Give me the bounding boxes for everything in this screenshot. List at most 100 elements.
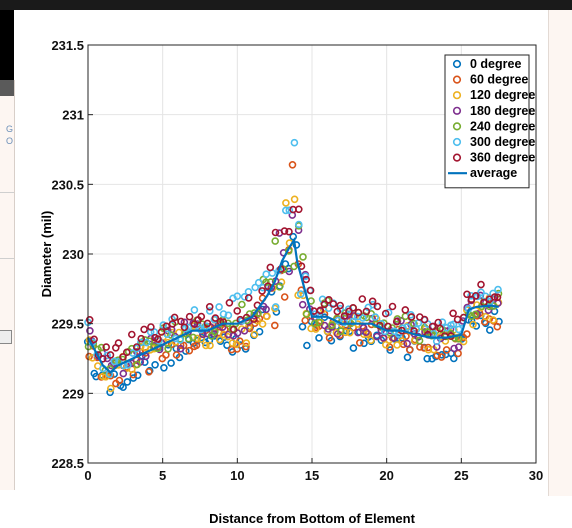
legend-entry: 300 degree xyxy=(470,135,535,149)
marker-60-degree xyxy=(493,322,502,331)
marker-180-degree xyxy=(176,344,185,353)
marker-300-degree xyxy=(494,285,502,294)
marker-360-degree xyxy=(294,205,303,214)
x-tick-label: 0 xyxy=(84,468,91,483)
marker-300-degree xyxy=(254,278,263,287)
marker-360-degree xyxy=(336,301,345,310)
marker-120-degree xyxy=(215,335,224,344)
x-axis-label: Distance from Bottom of Element xyxy=(209,511,416,526)
marker-300-degree xyxy=(146,328,155,336)
marker-360-degree xyxy=(381,309,390,318)
legend-marker xyxy=(452,137,462,147)
left-panel-divider xyxy=(0,192,14,193)
marker-180-degree xyxy=(86,326,94,335)
marker-360-degree xyxy=(190,320,199,329)
marker-0-degree xyxy=(106,388,114,397)
marker-360-degree xyxy=(106,351,115,359)
left-panel-button[interactable]: s xyxy=(0,330,12,344)
marker-360-degree xyxy=(177,317,185,326)
marker-0-degree xyxy=(133,371,142,380)
marker-0-degree xyxy=(167,359,175,367)
marker-360-degree xyxy=(401,306,410,314)
marker-240-degree xyxy=(262,278,270,287)
marker-0-degree xyxy=(423,354,432,363)
marker-360-degree xyxy=(471,291,480,300)
marker-360-degree xyxy=(140,325,148,334)
marker-120-degree xyxy=(469,320,477,329)
marker-360-degree xyxy=(285,227,293,236)
marker-120-degree xyxy=(258,320,267,328)
marker-120-degree xyxy=(242,339,251,347)
marker-300-degree xyxy=(281,206,290,215)
marker-0-degree xyxy=(160,363,168,372)
marker-180-degree xyxy=(240,326,249,335)
marker-300-degree xyxy=(206,307,214,315)
marker-300-degree xyxy=(215,303,223,311)
marker-60-degree xyxy=(463,330,471,338)
marker-120-degree xyxy=(99,372,107,381)
marker-360-degree xyxy=(388,302,397,311)
marker-240-degree xyxy=(328,321,336,330)
average-line xyxy=(87,237,499,374)
marker-360-degree xyxy=(302,275,311,284)
marker-60-degree xyxy=(437,353,446,361)
legend-marker xyxy=(452,122,462,131)
marker-360-degree xyxy=(407,313,416,321)
marker-120-degree xyxy=(228,339,237,347)
marker-240-degree xyxy=(290,262,298,271)
marker-120-degree xyxy=(263,312,271,321)
marker-240-degree xyxy=(299,253,307,261)
marker-120-degree xyxy=(393,341,401,349)
marker-360-degree xyxy=(354,308,363,317)
legend-entry: average xyxy=(470,166,517,180)
x-tick-label: 15 xyxy=(305,468,319,483)
legend-entry: 180 degree xyxy=(470,104,535,118)
marker-360-degree xyxy=(203,319,212,328)
marker-360-degree xyxy=(320,300,329,309)
marker-120-degree xyxy=(282,199,290,207)
marker-120-degree xyxy=(193,334,202,343)
left-panel-divider xyxy=(0,258,14,259)
marker-60-degree xyxy=(288,161,297,169)
marker-300-degree xyxy=(324,304,333,313)
marker-180-degree xyxy=(262,305,270,314)
x-axis-ticks: 0 5 10 15 20 25 30 xyxy=(84,458,543,483)
legend-entry: 120 degree xyxy=(470,88,535,102)
marker-360-degree xyxy=(233,307,241,315)
legend-marker xyxy=(452,75,462,84)
marker-360-degree xyxy=(324,295,333,304)
marker-360-degree xyxy=(154,335,162,343)
marker-300-degree xyxy=(371,313,380,321)
marker-300-degree xyxy=(219,310,228,318)
marker-0-degree xyxy=(151,360,159,369)
legend-entry: 240 degree xyxy=(470,119,535,133)
marker-120-degree xyxy=(367,336,375,345)
marker-60-degree xyxy=(242,342,250,351)
marker-360-degree xyxy=(229,325,238,334)
marker-360-degree xyxy=(128,330,136,339)
marker-120-degree xyxy=(137,342,145,351)
marker-300-degree xyxy=(251,283,259,292)
marker-300-degree xyxy=(294,220,303,229)
data-markers xyxy=(83,138,503,397)
marker-120-degree xyxy=(332,328,341,337)
left-panel-header xyxy=(0,80,14,96)
marker-240-degree xyxy=(211,327,219,336)
marker-120-degree xyxy=(290,195,299,204)
marker-60-degree xyxy=(233,345,241,353)
y-tick-label: 231.5 xyxy=(51,38,84,53)
y-tick-label: 229.5 xyxy=(51,317,84,332)
marker-240-degree xyxy=(280,265,288,274)
marker-360-degree xyxy=(449,309,457,318)
legend-entry: 60 degree xyxy=(470,73,528,87)
window-top-bar xyxy=(0,0,572,10)
marker-0-degree xyxy=(292,241,301,249)
marker-120-degree xyxy=(481,312,490,321)
marker-180-degree xyxy=(403,339,412,348)
marker-360-degree xyxy=(157,328,166,336)
marker-360-degree xyxy=(340,312,349,320)
marker-60-degree xyxy=(420,344,429,352)
marker-360-degree xyxy=(392,317,401,326)
marker-360-degree xyxy=(384,322,392,331)
marker-240-degree xyxy=(167,331,175,339)
